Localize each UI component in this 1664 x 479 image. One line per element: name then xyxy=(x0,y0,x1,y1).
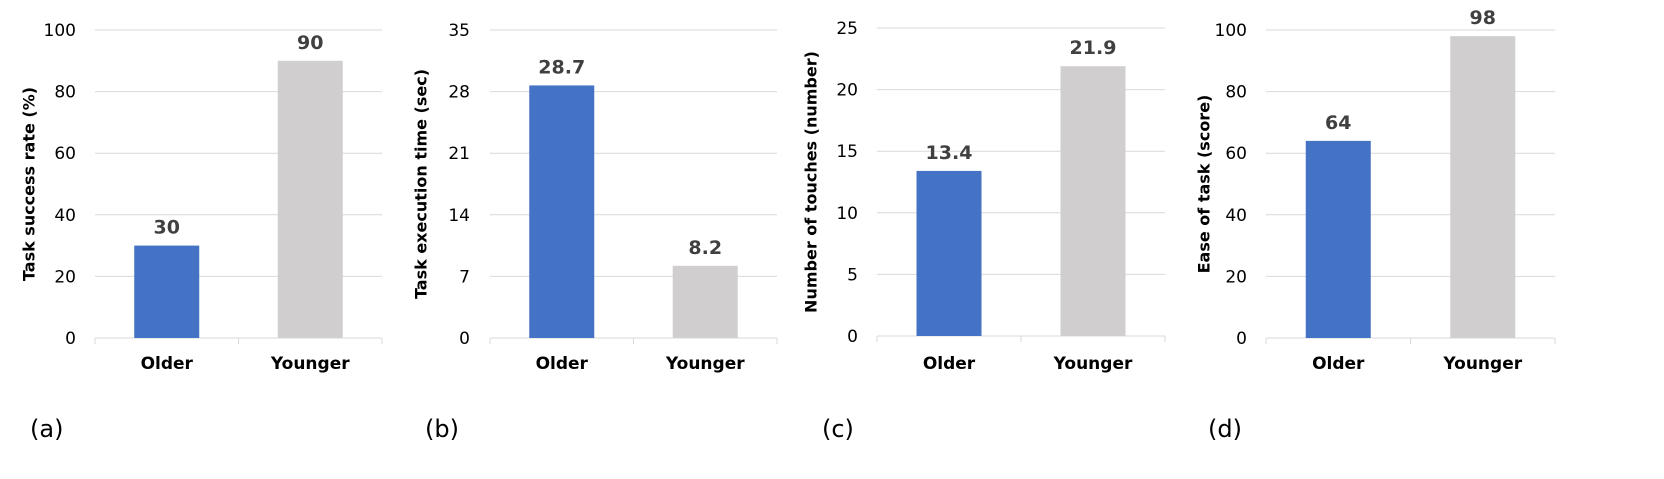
panel-label: (c) xyxy=(822,415,854,443)
y-tick-label: 40 xyxy=(1225,206,1247,226)
y-axis-title: Task execution time (sec) xyxy=(412,69,431,299)
bar-older xyxy=(916,170,982,336)
y-tick-label: 20 xyxy=(54,267,76,287)
y-axis-title: Number of touches (number) xyxy=(802,51,821,313)
y-tick-label: 25 xyxy=(836,19,858,39)
bar-older xyxy=(1305,140,1371,338)
x-category-label: Younger xyxy=(665,354,745,374)
bar-younger xyxy=(672,265,738,338)
y-tick-label: 100 xyxy=(44,21,76,41)
data-label: 8.2 xyxy=(688,237,722,259)
y-tick-label: 80 xyxy=(1225,83,1247,103)
x-category-label: Older xyxy=(141,354,194,374)
chart-panel-b: 0 7 14 21 28 35 28.7 Older 8.2 Younger Task execut… xyxy=(412,21,778,443)
y-tick-label: 0 xyxy=(65,329,76,349)
y-tick-label: 14 xyxy=(448,206,470,226)
y-tick-label: 0 xyxy=(1236,329,1247,349)
panel-label: (a) xyxy=(30,415,63,443)
y-tick-label: 7 xyxy=(459,267,470,287)
chart-panel-d: 0 20 40 60 80 100 64 Older 98 Younger Ease of task… xyxy=(1195,7,1556,443)
chart-panel-a: 0 20 40 60 80 100 30 Older 90 Younger Task success… xyxy=(20,21,383,443)
bar-younger xyxy=(1450,36,1516,338)
y-tick-label: 28 xyxy=(448,83,470,103)
data-label: 13.4 xyxy=(926,142,973,164)
data-label: 64 xyxy=(1325,112,1351,134)
data-label: 21.9 xyxy=(1070,37,1117,59)
x-category-label: Older xyxy=(536,354,589,374)
x-category-label: Older xyxy=(923,354,976,374)
y-axis-title: Ease of task (score) xyxy=(1195,95,1214,274)
bar-older xyxy=(134,245,200,338)
y-tick-label: 10 xyxy=(836,204,858,224)
y-tick-label: 20 xyxy=(836,81,858,101)
y-axis-title: Task success rate (%) xyxy=(20,87,39,281)
y-tick-label: 60 xyxy=(1225,144,1247,164)
x-category-label: Older xyxy=(1312,354,1365,374)
panel-label: (d) xyxy=(1208,415,1242,443)
y-tick-label: 0 xyxy=(847,327,858,347)
y-tick-label: 60 xyxy=(54,144,76,164)
bar-younger xyxy=(1060,66,1126,336)
bar-younger xyxy=(277,60,343,339)
y-tick-label: 21 xyxy=(448,144,470,164)
y-tick-label: 80 xyxy=(54,83,76,103)
y-tick-label: 0 xyxy=(459,329,470,349)
y-tick-label: 100 xyxy=(1215,21,1247,41)
x-category-label: Younger xyxy=(1442,354,1522,374)
x-category-label: Younger xyxy=(270,354,350,374)
x-category-label: Younger xyxy=(1053,354,1133,374)
chart-panel-c: 0 5 10 15 20 25 13.4 Older 21.9 Younger Number of … xyxy=(802,19,1166,443)
data-label: 90 xyxy=(297,32,323,54)
y-tick-label: 40 xyxy=(54,206,76,226)
y-tick-label: 15 xyxy=(836,142,858,162)
y-tick-label: 5 xyxy=(847,265,858,285)
data-label: 30 xyxy=(154,217,180,239)
y-tick-label: 35 xyxy=(448,21,470,41)
data-label: 28.7 xyxy=(538,56,585,78)
y-tick-label: 20 xyxy=(1225,267,1247,287)
data-label: 98 xyxy=(1470,7,1496,29)
bar-older xyxy=(529,85,595,338)
panel-label: (b) xyxy=(425,415,459,443)
